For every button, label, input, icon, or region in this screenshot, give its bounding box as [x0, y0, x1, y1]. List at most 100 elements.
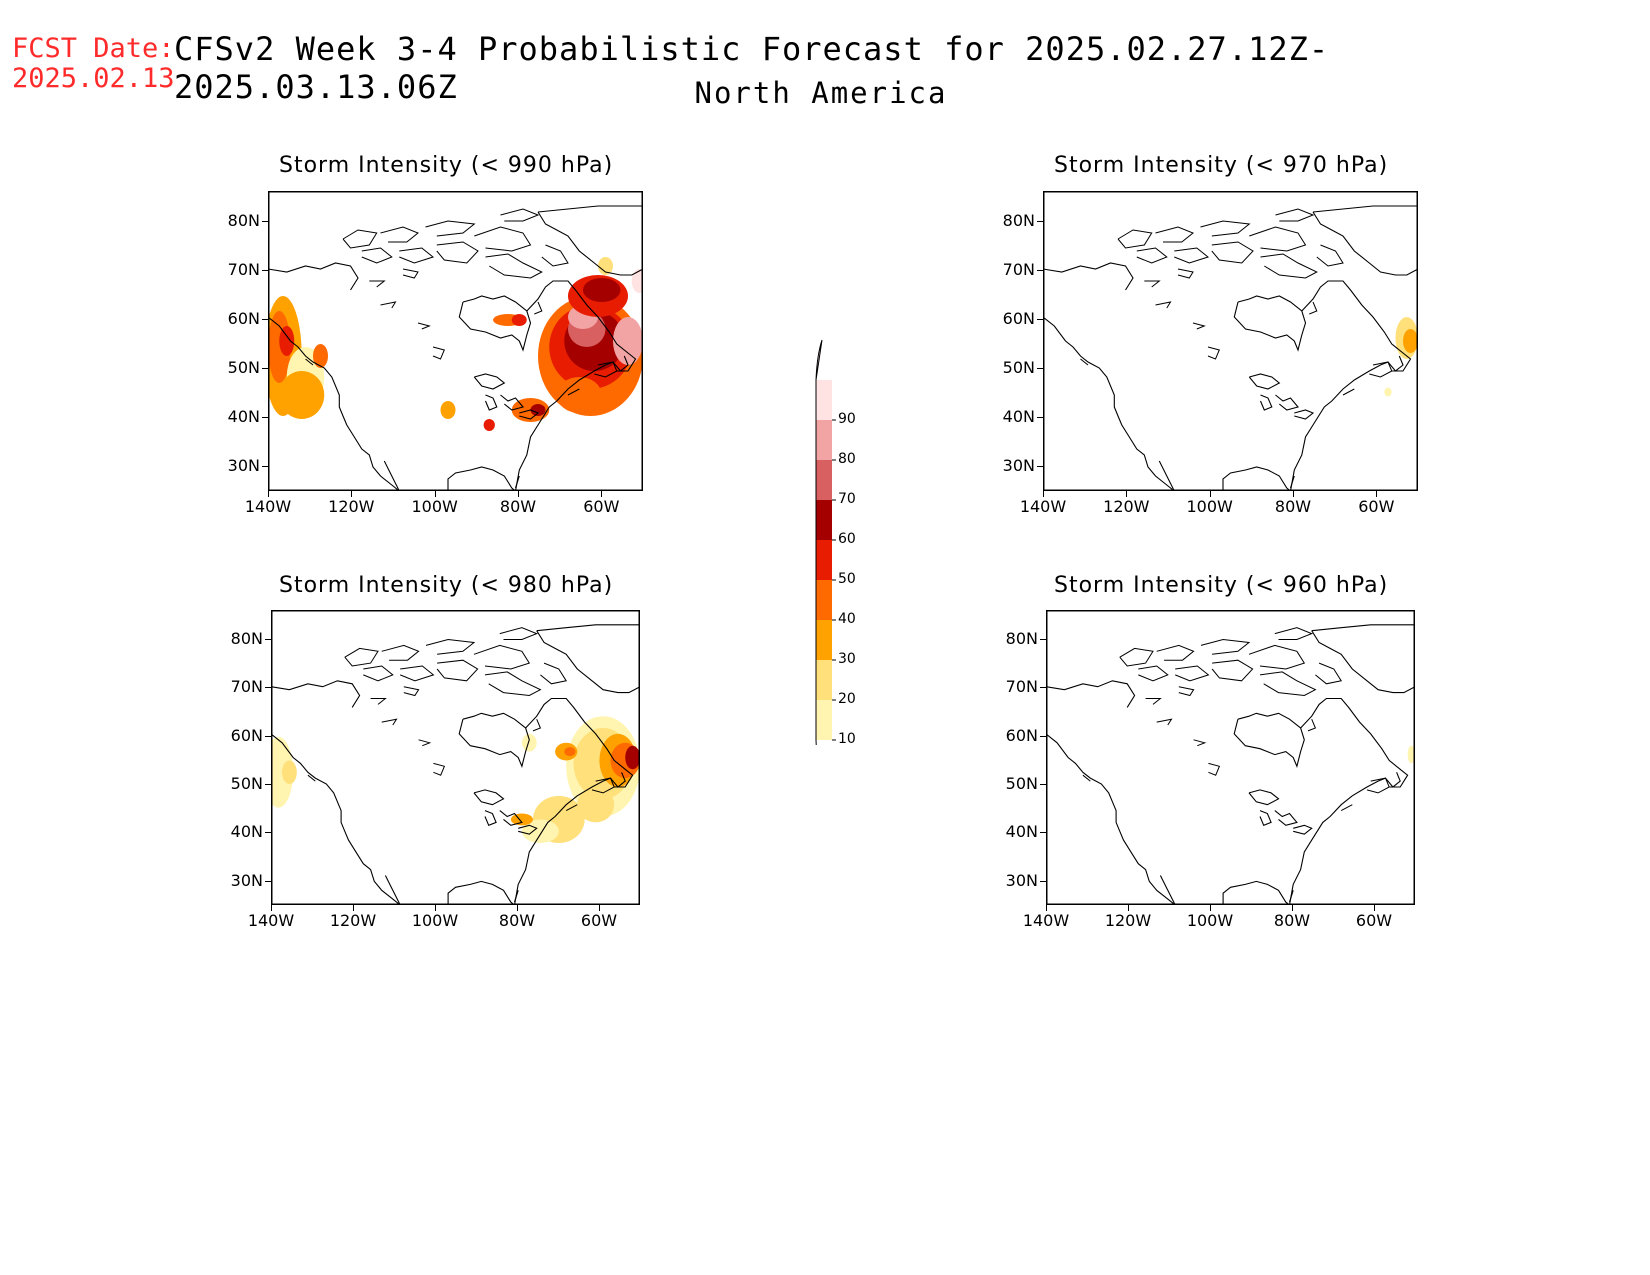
coastline — [526, 280, 637, 372]
coastline — [458, 295, 532, 352]
coastline — [484, 810, 497, 827]
probability-cell — [631, 269, 643, 293]
lon-tick-label: 120W — [1103, 497, 1150, 516]
coastline — [1300, 697, 1409, 788]
island-outline — [1259, 671, 1317, 697]
lat-tick-mark — [262, 466, 268, 468]
coastline — [447, 880, 515, 905]
lat-tick-mark — [265, 784, 271, 786]
coastline — [514, 475, 520, 489]
island-outline — [1309, 301, 1318, 315]
island-outline — [1211, 241, 1254, 264]
island-outline — [1082, 774, 1091, 782]
coastline — [473, 789, 505, 806]
island-outline — [432, 346, 445, 360]
island-outline — [425, 638, 476, 655]
lat-tick-label: 80N — [227, 210, 260, 230]
forecast-date-value: 2025.02.13 — [12, 63, 175, 94]
coastline — [1248, 789, 1280, 806]
island-outline — [417, 322, 431, 330]
lat-tick-label: 50N — [230, 774, 263, 794]
lon-tick-mark — [271, 905, 272, 911]
island-outline — [1144, 280, 1161, 288]
probability-cell — [279, 371, 325, 419]
forecast-date-block: FCST Date: 2025.02.13 — [12, 34, 175, 94]
lon-tick-label: 80W — [499, 497, 537, 516]
coastline — [1046, 680, 1136, 708]
probability-cell — [271, 736, 294, 808]
probability-cell — [313, 344, 328, 368]
lat-tick-label: 50N — [227, 358, 260, 378]
lon-tick-mark — [351, 491, 353, 497]
coastline — [384, 875, 401, 905]
coastline — [1233, 295, 1307, 352]
lat-tick-label: 30N — [227, 456, 260, 476]
lat-tick-mark — [1040, 687, 1046, 689]
lon-tick-mark — [1209, 491, 1211, 497]
map-panel-960 — [1046, 610, 1415, 905]
lon-tick-mark — [1210, 905, 1211, 911]
coastline — [1248, 373, 1281, 390]
island-outline — [402, 268, 419, 279]
lat-tick-label: 60N — [227, 308, 260, 328]
coastline — [1288, 890, 1294, 903]
lat-tick-label: 30N — [230, 870, 263, 890]
island-outline — [473, 644, 531, 670]
lat-tick-label: 80N — [1002, 210, 1035, 230]
lat-tick-label: 40N — [230, 822, 263, 842]
colorbar-swatch — [816, 540, 832, 580]
lat-tick-mark — [1040, 735, 1046, 737]
island-outline — [380, 301, 397, 309]
lat-tick-label: 80N — [230, 629, 263, 649]
probability-cell — [613, 317, 643, 365]
colorbar-tick-label: 90 — [838, 411, 856, 427]
colorbar-swatch — [816, 580, 832, 620]
lat-tick-mark — [262, 318, 268, 320]
lon-tick-mark — [599, 905, 600, 911]
island-outline — [1366, 777, 1390, 794]
lat-tick-label: 70N — [1002, 259, 1035, 279]
lon-tick-mark — [1126, 491, 1128, 497]
coastline — [1311, 624, 1415, 632]
coastline — [484, 394, 498, 411]
map-frame — [1043, 191, 1418, 491]
colorbar-swatch — [816, 620, 832, 660]
forecast-date-label: FCST Date: — [12, 33, 175, 64]
coastline — [1289, 355, 1404, 491]
lon-tick-mark — [353, 905, 354, 911]
probability-cell — [521, 819, 559, 844]
coastline — [1222, 466, 1291, 491]
lon-tick-mark — [1043, 491, 1044, 497]
island-outline — [1145, 698, 1162, 705]
probability-cell — [510, 813, 533, 826]
probability-cell — [564, 747, 576, 757]
coastline — [537, 211, 643, 276]
lat-tick-mark — [1037, 318, 1043, 320]
colorbar-tick-label: 30 — [838, 651, 856, 667]
colorbar-tick-label: 20 — [838, 691, 856, 707]
island-outline — [1119, 647, 1154, 667]
lon-tick-label: 120W — [328, 497, 375, 516]
lon-tick-mark — [1293, 491, 1294, 497]
probability-cell — [279, 326, 295, 356]
colorbar-tick-label: 60 — [838, 531, 856, 547]
lat-tick-mark — [265, 880, 271, 882]
island-outline — [1177, 268, 1194, 279]
lat-tick-mark — [1037, 466, 1043, 468]
island-outline — [1174, 247, 1210, 264]
island-outline — [342, 229, 378, 249]
probability-cell — [483, 419, 495, 431]
region-title: North America — [694, 76, 948, 110]
lon-tick-label: 100W — [411, 497, 458, 516]
probability-cell — [1407, 745, 1415, 764]
coastline — [513, 890, 519, 903]
coastline — [1233, 712, 1305, 769]
island-outline — [1207, 346, 1220, 360]
lat-tick-mark — [262, 417, 268, 419]
coastline — [268, 262, 359, 291]
lon-tick-label: 140W — [1022, 911, 1070, 930]
lat-tick-label: 60N — [1005, 725, 1038, 745]
island-outline — [361, 247, 393, 264]
probability-cell — [440, 401, 456, 419]
island-outline — [381, 644, 420, 661]
